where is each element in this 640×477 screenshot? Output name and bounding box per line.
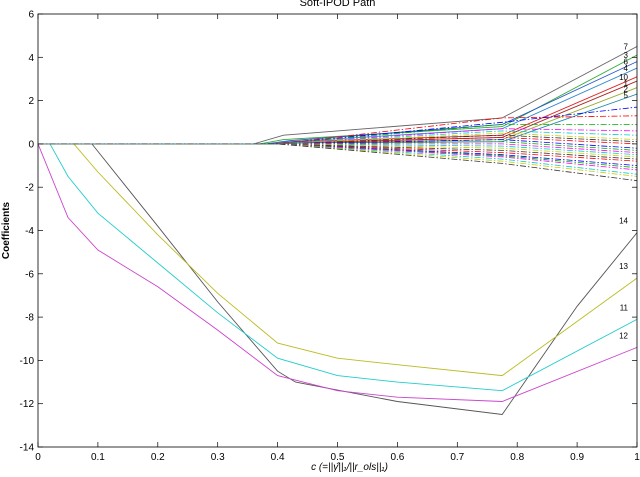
series-line-5 [38,93,637,145]
x-tick-label: 0.5 [331,452,345,463]
y-tick-label: 4 [28,53,34,64]
x-tick-label: 1 [634,452,640,463]
y-tick-label: -6 [25,269,34,280]
series-line-dashdot-32 [38,143,637,182]
x-tick-label: 0.6 [390,452,404,463]
y-tick-label: -8 [25,313,34,324]
series-label-10: 10 [619,73,628,82]
series-line-12 [38,143,637,402]
series-group [38,46,637,415]
x-axis-label: c (=||γ̂||₁/||r_ols||₁) [311,461,388,473]
series-label-6: 6 [624,58,629,67]
series-label-14: 14 [619,217,628,226]
series-label-12: 12 [619,331,628,340]
series-label-4: 4 [624,64,629,73]
x-tick-label: 0.1 [91,452,105,463]
x-tick-label: 0 [35,452,41,463]
x-tick-label: 0.9 [570,452,584,463]
x-tick-label: 0.7 [450,452,464,463]
y-tick-label: 6 [28,10,34,21]
series-label-1: 1 [624,79,629,88]
y-tick-label: -14 [20,443,35,454]
y-axis-label: Coefficients [1,201,12,259]
x-tick-label: 0.3 [211,452,225,463]
y-tick-label: -10 [20,356,35,367]
y-tick-label: -2 [25,183,34,194]
y-tick-label: 0 [28,139,34,150]
x-tick-label: 0.8 [510,452,524,463]
y-tick-label: -12 [20,399,35,410]
series-label-2: 2 [624,85,629,94]
series-label-5: 5 [624,91,629,100]
series-line-14 [38,143,637,415]
x-tick-label: 0.2 [151,452,165,463]
series-line-13 [38,143,637,377]
x-tick-label: 0.4 [271,452,285,463]
series-label-7: 7 [624,42,629,51]
series-label-3: 3 [624,51,629,60]
chart-title: Soft-IPOD Path [300,0,376,9]
series-label-13: 13 [619,262,628,271]
series-line-11 [38,143,637,392]
series-label-11: 11 [620,303,629,312]
y-tick-label: -4 [25,226,34,237]
y-tick-label: 2 [28,96,34,107]
